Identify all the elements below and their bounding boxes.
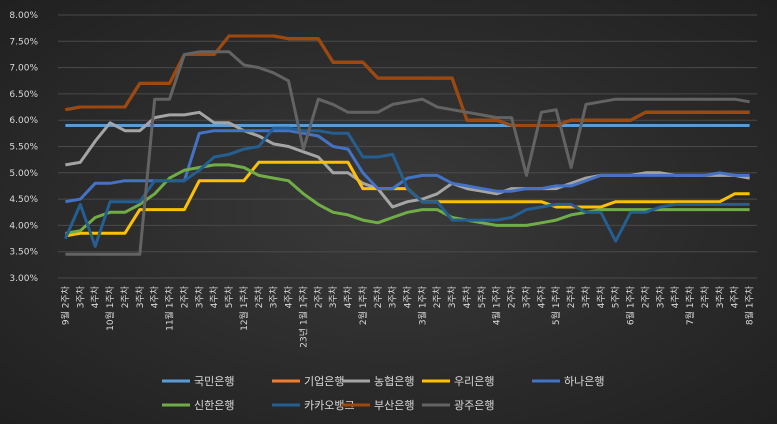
x-tick-label: 2주차 — [312, 285, 324, 308]
x-tick-label: 12월 1주차 — [238, 285, 250, 331]
x-tick-label: 3주차 — [327, 285, 339, 308]
x-tick-label: 5주차 — [476, 285, 488, 308]
x-tick-label: 4주차 — [208, 285, 220, 308]
x-tick-label: 3주차 — [446, 285, 458, 308]
y-tick-label: 4.00% — [9, 221, 38, 231]
x-tick-label: 3주차 — [268, 285, 280, 308]
x-tick-label: 7월 1주차 — [684, 285, 696, 325]
y-tick-label: 6.00% — [9, 116, 38, 126]
series-line-7 — [65, 34, 750, 127]
x-tick-label: 3주차 — [134, 285, 146, 308]
y-tick-label: 3.00% — [9, 274, 38, 284]
x-tick-label: 4주차 — [535, 285, 547, 308]
x-tick-label: 3주차 — [714, 285, 726, 308]
series-lines — [64, 34, 750, 256]
x-tick-label: 3주차 — [580, 285, 592, 308]
y-tick-label: 3.50% — [9, 248, 38, 258]
x-tick-label: 6월 1주차 — [625, 285, 637, 325]
x-tick-label: 9월 2주차 — [59, 285, 71, 325]
x-tick-label: 3주차 — [654, 285, 666, 308]
legend-label: 카카오뱅크 — [304, 399, 355, 412]
legend-label: 국민은행 — [194, 375, 234, 388]
x-tick-label: 2주차 — [565, 285, 577, 308]
y-tick-label: 5.00% — [9, 169, 38, 179]
x-tick-label: 3주차 — [387, 285, 399, 308]
x-tick-label: 3주차 — [520, 285, 532, 308]
legend-label: 부산은행 — [374, 399, 414, 412]
series-line-6 — [64, 126, 750, 248]
x-tick-label: 11월 1주차 — [164, 285, 176, 331]
y-tick-label: 6.50% — [9, 90, 38, 100]
x-tick-label: 4주차 — [89, 285, 101, 308]
legend-label: 기업은행 — [304, 375, 344, 388]
y-tick-label: 4.50% — [9, 195, 38, 205]
y-tick-label: 7.50% — [9, 37, 38, 47]
series-line-5 — [65, 163, 750, 235]
x-tick-label: 10월 1주차 — [104, 285, 116, 331]
legend-label: 농협은행 — [374, 375, 414, 388]
legend-label: 우리은행 — [454, 375, 494, 388]
x-tick-label: 5주차 — [610, 285, 622, 308]
x-tick-label: 2월 1주차 — [357, 285, 369, 325]
y-tick-label: 8.00% — [9, 11, 38, 21]
x-axis-ticks: 9월 2주차 3주차 4주차 10월 1주차 2주차 3주차 4주차 11월 1주차 2주차 3주… — [59, 285, 755, 347]
x-tick-label: 2주차 — [639, 285, 651, 308]
x-tick-label: 5월 1주차 — [550, 285, 562, 325]
x-tick-label: 3월 1주차 — [416, 285, 428, 325]
x-tick-label: 5주차 — [223, 285, 235, 308]
x-tick-label: 4주차 — [595, 285, 607, 308]
series-line-4 — [65, 129, 750, 204]
x-tick-label: 4주차 — [342, 285, 354, 308]
x-tick-label: 23년 1월 1주차 — [297, 285, 309, 347]
gridlines — [58, 14, 757, 279]
x-tick-label: 4주차 — [729, 285, 741, 308]
x-tick-label: 4주차 — [402, 285, 414, 308]
x-tick-label: 4주차 — [669, 285, 681, 308]
y-tick-label: 5.50% — [9, 143, 38, 153]
x-tick-label: 4주차 — [149, 285, 161, 308]
x-tick-label: 2주차 — [119, 285, 131, 308]
x-tick-label: 8월 1주차 — [744, 285, 756, 325]
y-axis-ticks: 3.00% 3.50% 4.00% 4.50% 5.00% 5.50% 6.00% 6.50%… — [9, 11, 38, 284]
x-tick-label: 2주차 — [431, 285, 443, 308]
legend-label: 광주은행 — [454, 399, 494, 412]
x-tick-label: 2주차 — [506, 285, 518, 308]
x-tick-label: 2주차 — [253, 285, 265, 308]
x-tick-label: 4주차 — [461, 285, 473, 308]
x-tick-label: 4월 1주차 — [491, 285, 503, 325]
series-line-8 — [65, 50, 750, 256]
x-tick-label: 3주차 — [74, 285, 86, 308]
x-tick-label: 4주차 — [283, 285, 295, 308]
legend-label: 신한은행 — [194, 399, 234, 412]
y-tick-label: 7.00% — [9, 64, 38, 74]
x-tick-label: 2주차 — [178, 285, 190, 308]
x-tick-label: 2주차 — [699, 285, 711, 308]
x-tick-label: 2주차 — [372, 285, 384, 308]
legend-label: 하나은행 — [564, 374, 604, 388]
x-tick-label: 3주차 — [193, 285, 205, 308]
